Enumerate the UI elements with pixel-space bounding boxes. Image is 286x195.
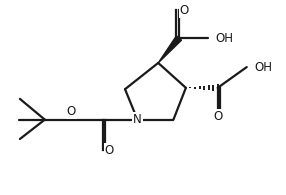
Text: N: N xyxy=(133,113,142,126)
Text: O: O xyxy=(104,144,114,157)
Text: O: O xyxy=(66,105,76,118)
Polygon shape xyxy=(158,36,182,63)
Text: O: O xyxy=(214,110,223,122)
Text: OH: OH xyxy=(216,32,234,44)
Text: O: O xyxy=(180,4,189,17)
Text: OH: OH xyxy=(255,61,273,74)
